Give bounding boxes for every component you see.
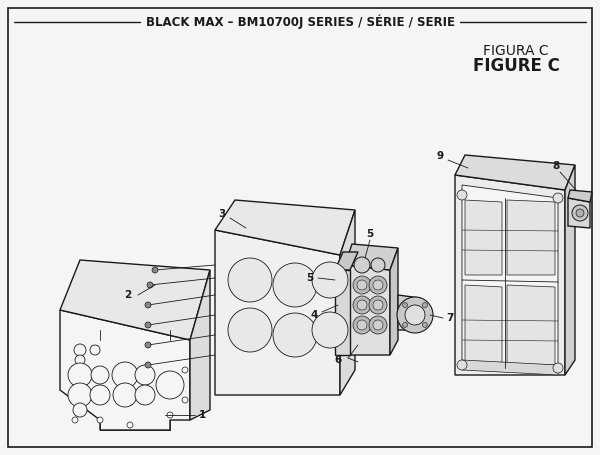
Text: 5: 5 bbox=[367, 229, 374, 239]
Polygon shape bbox=[345, 244, 398, 270]
Polygon shape bbox=[190, 270, 210, 420]
Text: 7: 7 bbox=[446, 313, 454, 323]
Circle shape bbox=[273, 313, 317, 357]
Circle shape bbox=[182, 367, 188, 373]
Text: 2: 2 bbox=[124, 290, 131, 300]
Circle shape bbox=[369, 276, 387, 294]
Text: 4: 4 bbox=[310, 310, 317, 320]
Circle shape bbox=[457, 360, 467, 370]
Circle shape bbox=[422, 303, 427, 308]
Text: 3: 3 bbox=[218, 209, 226, 219]
Polygon shape bbox=[455, 155, 575, 190]
Circle shape bbox=[68, 383, 92, 407]
Circle shape bbox=[112, 362, 138, 388]
Circle shape bbox=[576, 209, 584, 217]
Circle shape bbox=[73, 403, 87, 417]
Polygon shape bbox=[398, 295, 420, 330]
Circle shape bbox=[357, 280, 367, 290]
Circle shape bbox=[127, 422, 133, 428]
Circle shape bbox=[457, 190, 467, 200]
Circle shape bbox=[353, 316, 371, 334]
Circle shape bbox=[357, 320, 367, 330]
Circle shape bbox=[353, 296, 371, 314]
Polygon shape bbox=[462, 185, 558, 368]
Circle shape bbox=[97, 417, 103, 423]
Polygon shape bbox=[565, 165, 575, 375]
Circle shape bbox=[228, 308, 272, 352]
Circle shape bbox=[68, 363, 92, 387]
Circle shape bbox=[135, 365, 155, 385]
Circle shape bbox=[353, 276, 371, 294]
Circle shape bbox=[90, 345, 100, 355]
Polygon shape bbox=[455, 175, 565, 375]
Text: FIGURE C: FIGURE C bbox=[473, 57, 559, 75]
Circle shape bbox=[156, 371, 184, 399]
Circle shape bbox=[145, 342, 151, 348]
Circle shape bbox=[371, 258, 385, 272]
Polygon shape bbox=[60, 260, 210, 340]
Circle shape bbox=[91, 366, 109, 384]
Text: FIGURA C: FIGURA C bbox=[483, 44, 549, 58]
Polygon shape bbox=[215, 200, 355, 255]
Circle shape bbox=[357, 300, 367, 310]
Text: 9: 9 bbox=[436, 151, 443, 161]
Text: BLACK MAX – BM10700J SERIES / SÉRIE / SERIE: BLACK MAX – BM10700J SERIES / SÉRIE / SE… bbox=[146, 15, 455, 29]
Polygon shape bbox=[568, 190, 592, 202]
Circle shape bbox=[369, 296, 387, 314]
Circle shape bbox=[403, 303, 407, 308]
Circle shape bbox=[369, 316, 387, 334]
Polygon shape bbox=[340, 210, 355, 395]
Circle shape bbox=[147, 282, 153, 288]
Circle shape bbox=[354, 257, 370, 273]
Text: 6: 6 bbox=[334, 355, 341, 365]
Circle shape bbox=[397, 297, 433, 333]
Circle shape bbox=[405, 305, 425, 325]
Polygon shape bbox=[335, 252, 358, 270]
Polygon shape bbox=[568, 198, 590, 228]
Polygon shape bbox=[462, 360, 558, 375]
Polygon shape bbox=[60, 310, 190, 430]
Circle shape bbox=[167, 412, 173, 418]
Circle shape bbox=[228, 258, 272, 302]
Polygon shape bbox=[465, 200, 502, 275]
Circle shape bbox=[572, 205, 588, 221]
Circle shape bbox=[152, 267, 158, 273]
Text: 5: 5 bbox=[307, 273, 314, 283]
Circle shape bbox=[373, 320, 383, 330]
Circle shape bbox=[145, 322, 151, 328]
Circle shape bbox=[145, 302, 151, 308]
Circle shape bbox=[72, 417, 78, 423]
Polygon shape bbox=[345, 265, 390, 355]
Circle shape bbox=[113, 383, 137, 407]
Circle shape bbox=[403, 323, 407, 328]
Circle shape bbox=[312, 262, 348, 298]
Circle shape bbox=[182, 397, 188, 403]
Polygon shape bbox=[390, 248, 398, 355]
Circle shape bbox=[90, 385, 110, 405]
Circle shape bbox=[373, 300, 383, 310]
Polygon shape bbox=[465, 285, 502, 365]
Text: 1: 1 bbox=[199, 410, 206, 420]
Circle shape bbox=[75, 355, 85, 365]
Circle shape bbox=[553, 193, 563, 203]
Polygon shape bbox=[335, 270, 350, 355]
Circle shape bbox=[145, 362, 151, 368]
Circle shape bbox=[273, 263, 317, 307]
Polygon shape bbox=[507, 285, 555, 365]
Circle shape bbox=[553, 363, 563, 373]
Circle shape bbox=[74, 344, 86, 356]
Circle shape bbox=[135, 385, 155, 405]
Polygon shape bbox=[215, 230, 340, 395]
Circle shape bbox=[312, 312, 348, 348]
Circle shape bbox=[373, 280, 383, 290]
Polygon shape bbox=[507, 200, 555, 275]
Circle shape bbox=[422, 323, 427, 328]
Text: 8: 8 bbox=[553, 161, 560, 171]
